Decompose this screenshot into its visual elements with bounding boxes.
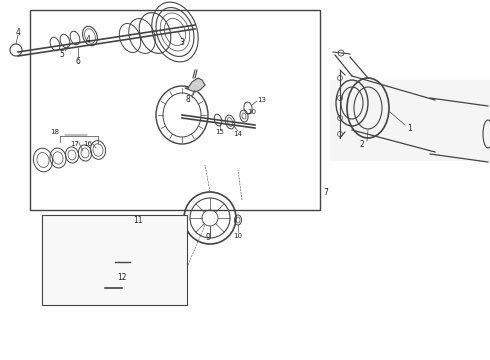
Text: 16: 16 (83, 141, 93, 147)
Text: 14: 14 (234, 131, 243, 137)
Text: 17: 17 (71, 141, 79, 147)
Text: 10: 10 (247, 109, 256, 115)
Circle shape (13, 47, 19, 53)
Bar (30, 10, 320, 210)
Bar (42, 215, 187, 305)
Text: 2: 2 (360, 140, 365, 149)
Text: 3: 3 (179, 37, 184, 46)
Text: 15: 15 (216, 129, 224, 135)
Text: 18: 18 (50, 129, 59, 135)
Text: 5: 5 (60, 50, 65, 59)
Text: 1: 1 (408, 123, 413, 132)
Text: 6: 6 (75, 57, 80, 66)
Circle shape (100, 285, 106, 291)
Text: 13: 13 (258, 97, 267, 103)
Polygon shape (185, 78, 205, 92)
Text: 4: 4 (16, 27, 21, 36)
Text: 12: 12 (117, 274, 127, 283)
Text: 4: 4 (86, 36, 91, 45)
Text: 7: 7 (323, 188, 328, 197)
Text: 9: 9 (206, 234, 210, 243)
Text: 8: 8 (186, 95, 191, 104)
Text: 11: 11 (133, 216, 143, 225)
Text: 10: 10 (234, 233, 243, 239)
